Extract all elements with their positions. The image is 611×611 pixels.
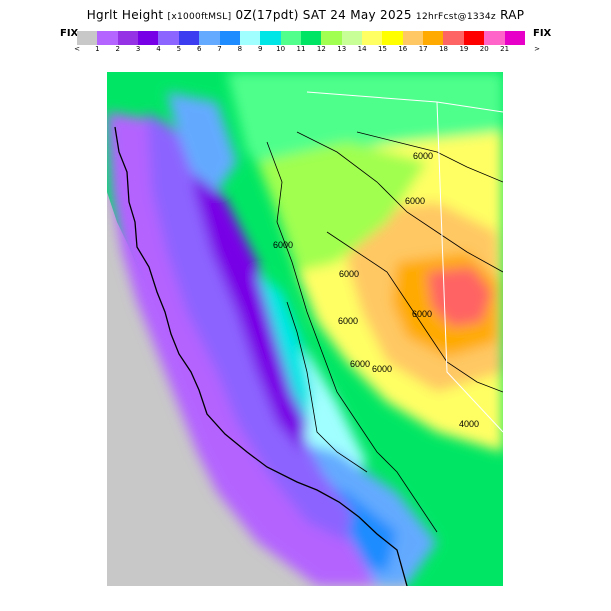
zone-north-coast-blue (167, 92, 237, 192)
state-boundary (306, 91, 503, 433)
fix-label-right: FIX (533, 28, 552, 39)
contour-label: 6000 (350, 359, 370, 369)
color-swatch (260, 31, 281, 45)
color-scale (77, 31, 525, 45)
fix-label-left: FIX (60, 28, 79, 39)
color-swatch (402, 31, 424, 45)
tick-label-greater-than: > (534, 45, 540, 53)
color-swatch (484, 31, 505, 45)
tick-label: 7 (217, 45, 222, 53)
contour-label: 4000 (459, 419, 479, 429)
tick-label: 1 (95, 45, 100, 53)
color-swatch (138, 31, 159, 45)
tick-label: 18 (439, 45, 448, 53)
color-swatch (97, 31, 118, 45)
contour-line-5 (356, 131, 503, 183)
color-swatch (504, 31, 525, 45)
tick-label: 20 (479, 45, 489, 53)
color-swatch (300, 31, 322, 45)
color-swatch (443, 31, 464, 45)
contour-line-1 (266, 141, 438, 533)
tick-label: 11 (296, 45, 306, 53)
color-swatch (117, 31, 139, 45)
color-swatch (463, 31, 485, 45)
tick-label: 8 (237, 45, 243, 53)
coastline (114, 126, 408, 586)
tick-label: 9 (258, 45, 263, 53)
color-scale-ticks: <1 2 3 4 5 6 7 8 9 10 11 12 13 14 15 16 17 18 19 20 21 > (69, 45, 540, 57)
tick-label: 5 (176, 45, 182, 53)
tick-label: 13 (337, 45, 347, 53)
color-swatch (362, 31, 383, 45)
contour-line-3 (326, 231, 503, 393)
color-swatch (178, 31, 200, 45)
title-units: [x1000ftMSL] (167, 12, 232, 22)
tick-label: 21 (500, 45, 510, 53)
tick-label: 17 (418, 45, 428, 53)
color-swatch (239, 31, 261, 45)
tick-label: 2 (115, 45, 120, 53)
contour-line-4 (286, 301, 368, 473)
contour-label: 6000 (372, 364, 392, 374)
color-swatch (423, 31, 444, 45)
color-swatch (219, 31, 240, 45)
tick-label: 15 (377, 45, 387, 53)
chart-title: Hgrlt Height [x1000ftMSL] 0Z(17pdt) SAT … (0, 8, 611, 22)
color-swatch (321, 31, 342, 45)
color-swatch (382, 31, 403, 45)
contour-line-2 (296, 131, 503, 273)
contour-label: 6000 (338, 316, 358, 326)
zone-light-green (257, 142, 427, 272)
map-svg: 6000 6000 6000 6000 6000 6000 6000 4000 … (107, 72, 503, 586)
zone-sierra-band (257, 272, 312, 422)
contour-label: 6000 (405, 196, 425, 206)
tick-label: 16 (398, 45, 408, 53)
color-swatch (158, 31, 179, 45)
tick-label: 4 (156, 45, 161, 53)
title-time: 0Z(17pdt) SAT 24 May 2025 (235, 8, 412, 22)
tick-label: 10 (276, 45, 286, 53)
tick-label: 19 (459, 45, 469, 53)
contour-label: 6000 (413, 151, 433, 161)
tick-label: 12 (316, 45, 326, 53)
color-swatch (77, 31, 98, 45)
title-model: RAP (500, 8, 525, 22)
height-map: 6000 6000 6000 6000 6000 6000 6000 4000 … (107, 72, 503, 586)
tick-label: 6 (196, 45, 202, 53)
contour-label: 6000 (339, 269, 359, 279)
tick-label: 14 (357, 45, 367, 53)
title-main: Hgrlt Height (86, 8, 164, 22)
color-swatch (199, 31, 220, 45)
title-fcst: 12hrFcst@1334z (415, 12, 496, 22)
zone-coastal-indigo (192, 152, 307, 452)
color-swatch (341, 31, 363, 45)
tick-label: 3 (135, 45, 141, 53)
color-swatch (280, 31, 301, 45)
contour-label: 6000 (273, 240, 293, 250)
contour-label: 6000 (412, 309, 432, 319)
tick-label-less-than: < (74, 45, 80, 53)
